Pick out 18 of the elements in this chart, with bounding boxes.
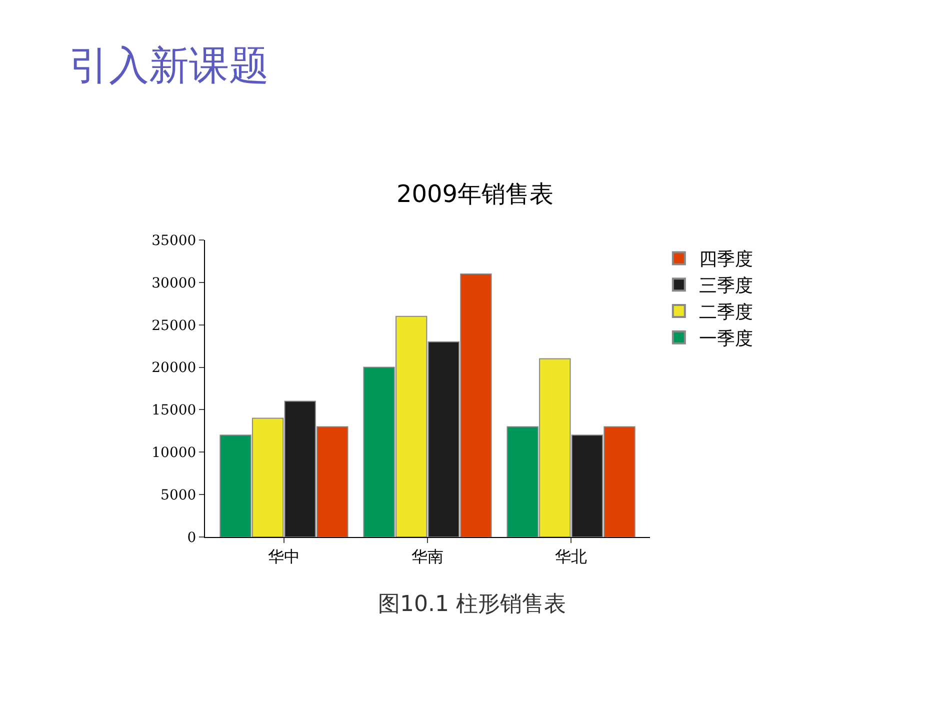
y-tick-label: 5000 [160, 487, 196, 504]
text: 引入新课题 [69, 43, 269, 89]
legend-label: 二季度 [698, 302, 753, 324]
y-tick-label: 0 [187, 530, 196, 546]
x-tick-label: 华中 [268, 547, 300, 566]
y-tick-label: 25000 [152, 318, 196, 334]
legend-label: 三季度 [698, 276, 753, 297]
y-tick-label: 10000 [152, 445, 196, 462]
caption: 图10.1 柱形销售表 [378, 592, 566, 617]
x-tick-label: 华北 [555, 547, 588, 566]
legend-label: 一季度 [698, 328, 753, 350]
y-tick-label: 30000 [152, 275, 196, 292]
y-tick-label: 15000 [152, 402, 196, 419]
chart-title: 2009年销售表 [396, 180, 554, 208]
y-tick-label: 35000 [152, 232, 196, 249]
y-tick-label: 20000 [152, 360, 196, 376]
legend-label: 四季度 [698, 249, 753, 270]
x-tick-label: 华南 [412, 547, 444, 566]
